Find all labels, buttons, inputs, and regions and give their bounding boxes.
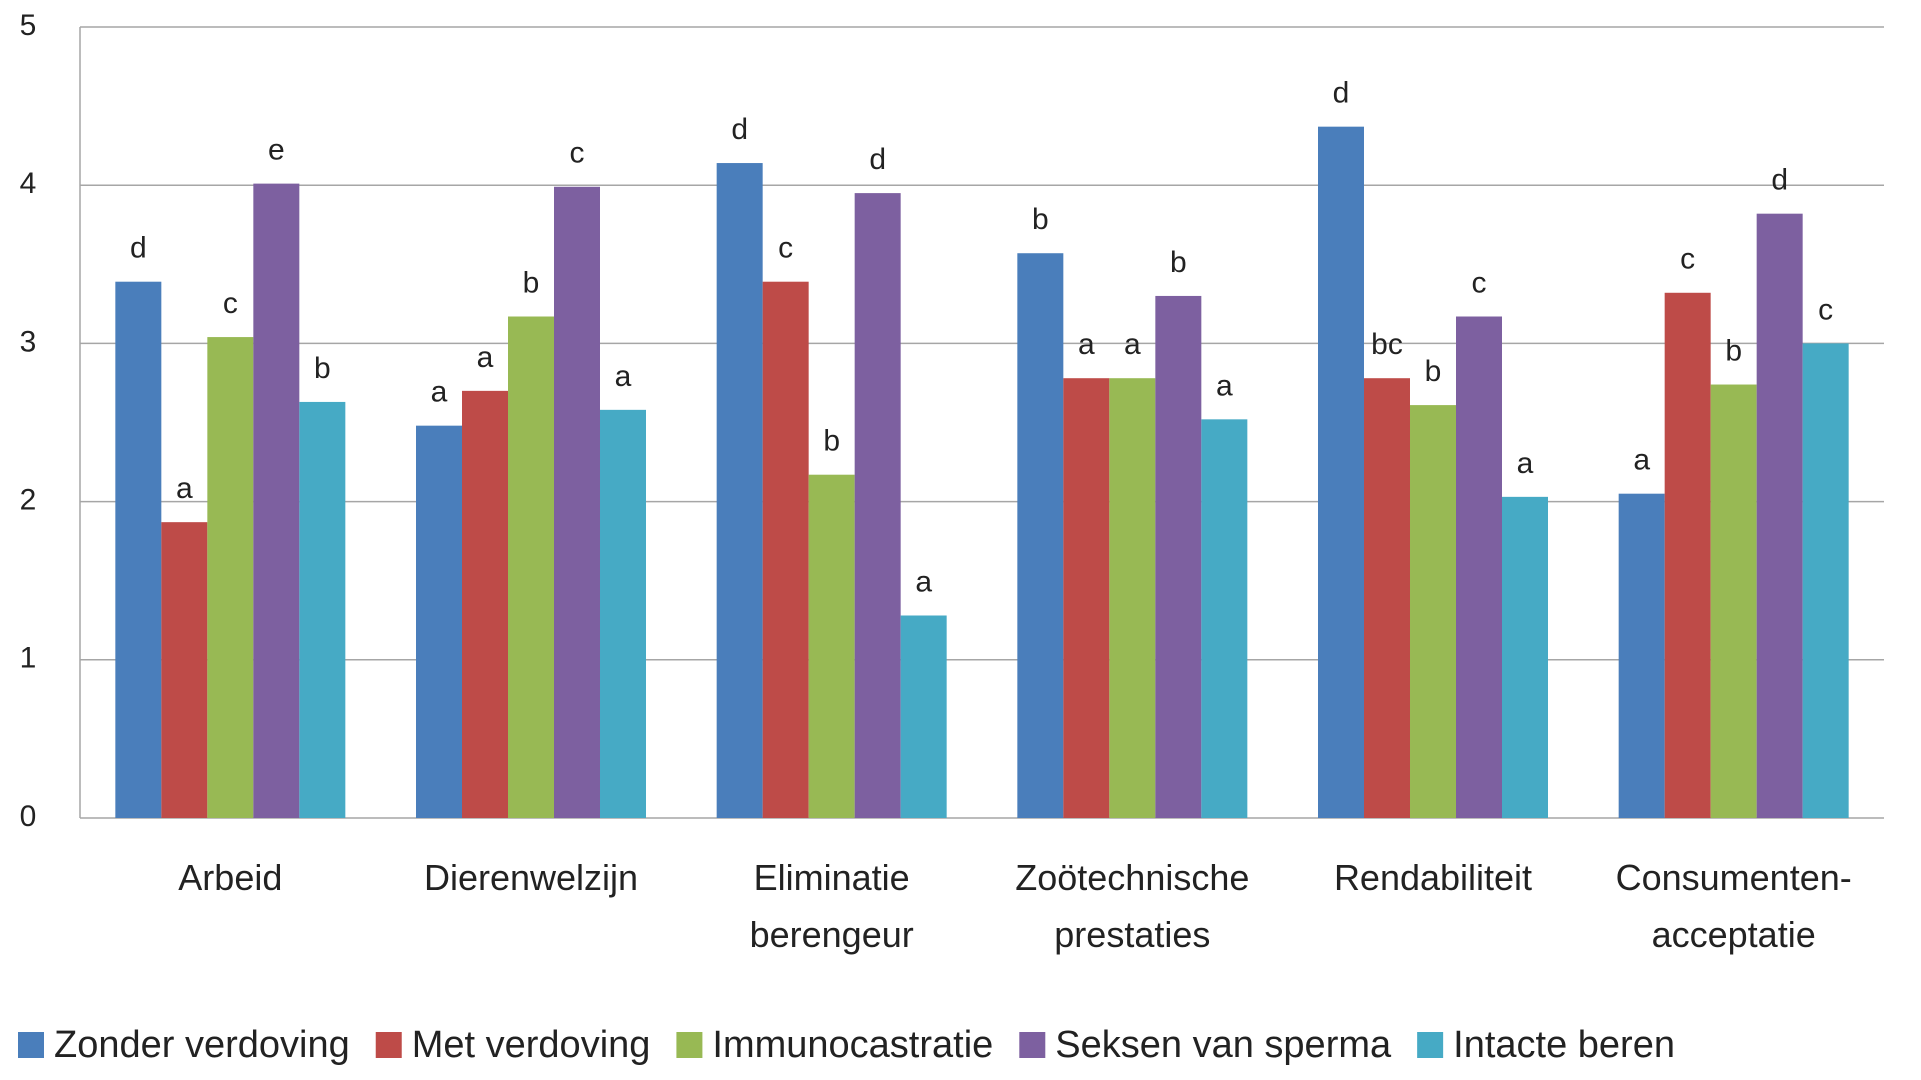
bar (1109, 378, 1156, 818)
x-tick-line: Rendabiliteit (1334, 857, 1532, 898)
legend-label: Intacte beren (1453, 1024, 1675, 1066)
x-tick-line: berengeur (750, 914, 914, 955)
significance-letter: c (1818, 293, 1833, 326)
bar (1410, 405, 1456, 818)
significance-letter: d (1333, 77, 1350, 110)
bar (253, 183, 300, 819)
significance-letter: a (615, 360, 632, 393)
x-tick-label: Dierenwelzijn (424, 857, 638, 898)
legend-swatch (375, 1032, 402, 1058)
bar (416, 425, 462, 818)
significance-letter: a (1216, 369, 1233, 402)
significance-letter: a (176, 472, 193, 505)
legend-label: Met verdoving (412, 1024, 651, 1066)
bar (1201, 419, 1248, 818)
y-tick-label: 3 (20, 325, 37, 358)
bar (207, 337, 254, 818)
significance-letter: b (1725, 334, 1742, 367)
bar (854, 193, 901, 819)
bar (1155, 295, 1202, 818)
bar (1664, 292, 1711, 818)
significance-letter: a (1633, 444, 1650, 477)
bar (299, 401, 346, 818)
significance-letter: bc (1371, 328, 1403, 361)
bar (600, 409, 646, 818)
significance-letter: a (915, 565, 932, 598)
bar (462, 390, 508, 818)
legend-label: Immunocastratie (712, 1024, 993, 1066)
legend-label: Zonder verdoving (54, 1024, 350, 1066)
significance-letter: c (570, 137, 585, 170)
x-tick-label: Zoötechnische prestaties (1015, 857, 1249, 955)
significance-letter: d (1771, 164, 1788, 197)
bar (115, 281, 162, 818)
bar (1618, 493, 1665, 818)
bar (1456, 316, 1502, 818)
y-tick-label: 1 (20, 642, 37, 675)
x-tick-label: Eliminatie berengeur (750, 857, 914, 955)
bar (508, 316, 554, 818)
significance-letter: c (1680, 243, 1695, 276)
bar (1502, 496, 1548, 818)
y-tick-label: 2 (20, 484, 37, 517)
significance-letter: a (431, 376, 448, 409)
bar (900, 615, 947, 818)
bar (1802, 343, 1849, 818)
x-tick-label: Arbeid (178, 857, 282, 898)
y-tick-label: 4 (20, 167, 37, 200)
legend-swatch (18, 1032, 44, 1058)
significance-letter: b (1032, 203, 1049, 236)
significance-letter: b (1170, 246, 1187, 279)
significance-letter: b (823, 425, 840, 458)
significance-letter: c (1472, 266, 1487, 299)
y-tick-label: 5 (20, 9, 37, 42)
significance-letter: c (223, 287, 238, 320)
legend-swatch (1019, 1032, 1046, 1058)
x-tick-line: Zoötechnische (1015, 857, 1249, 898)
x-tick-line: Dierenwelzijn (424, 857, 638, 898)
bar (762, 281, 809, 818)
significance-letter: d (130, 232, 147, 265)
bar (554, 186, 600, 819)
significance-letter: d (869, 143, 886, 176)
significance-letter: c (778, 232, 793, 265)
bar (1017, 253, 1064, 818)
x-tick-line: acceptatie (1652, 914, 1816, 955)
x-tick-line: prestaties (1054, 914, 1210, 955)
y-tick-label: 0 (20, 800, 37, 833)
significance-letter: b (1425, 355, 1442, 388)
bar (1710, 384, 1757, 818)
bar (1364, 378, 1410, 818)
bar (161, 522, 208, 818)
bar (808, 474, 855, 818)
significance-letter: b (523, 266, 540, 299)
significance-letter: a (1517, 447, 1534, 480)
legend-swatch (676, 1032, 703, 1058)
bar (1756, 213, 1803, 818)
bar (1318, 126, 1364, 818)
legend-swatch (1417, 1032, 1444, 1058)
x-tick-line: Eliminatie (754, 857, 910, 898)
legend-label: Seksen van sperma (1055, 1024, 1392, 1066)
significance-letter: a (1124, 328, 1141, 361)
x-tick-line: Arbeid (178, 857, 282, 898)
bar (1063, 378, 1110, 818)
significance-letter: d (731, 113, 748, 146)
bar (716, 163, 763, 818)
x-tick-line: Consumenten- (1616, 857, 1852, 898)
significance-letter: e (268, 134, 285, 167)
significance-letter: a (477, 341, 494, 374)
significance-letter: a (1078, 328, 1095, 361)
significance-letter: b (314, 352, 331, 385)
x-tick-label: Rendabiliteit (1334, 857, 1532, 898)
x-tick-label: Consumenten-acceptatie (1616, 857, 1852, 955)
